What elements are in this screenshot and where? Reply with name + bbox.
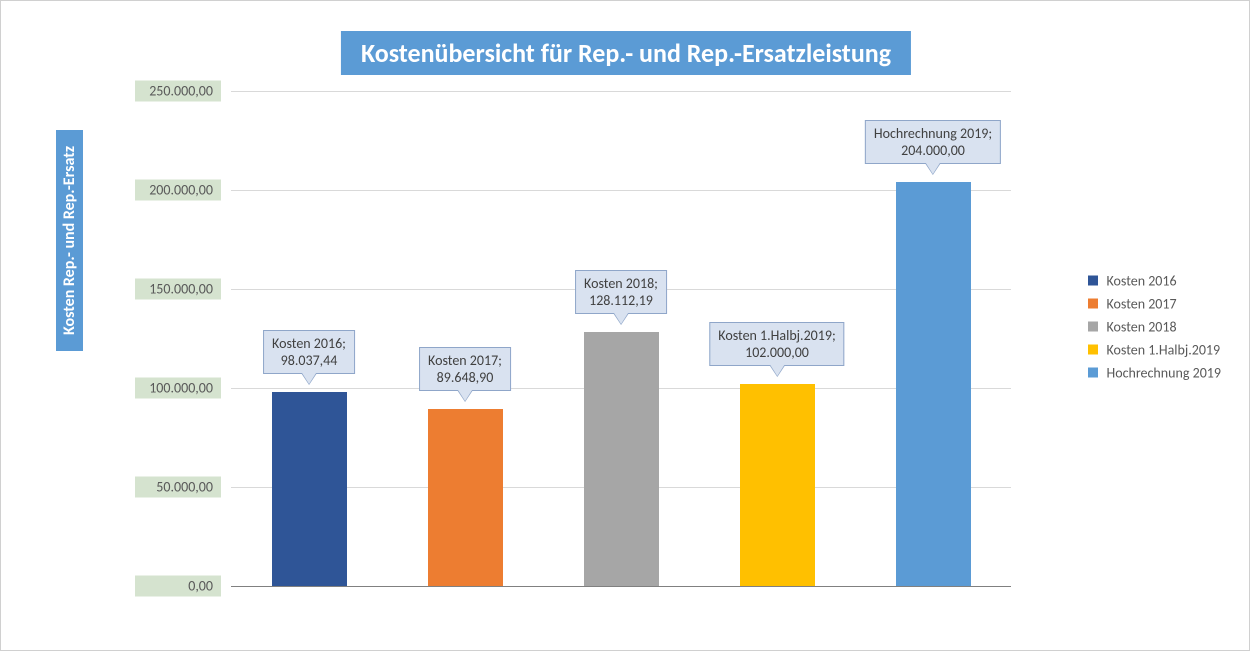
data-callout: Kosten 2018;128.112,19 — [575, 270, 667, 314]
ytick-label: 50.000,00 — [135, 477, 221, 498]
legend: Kosten 2016 Kosten 2017 Kosten 2018 Kosten … — [1088, 266, 1221, 387]
legend-label: Kosten 2016 — [1106, 272, 1176, 289]
bar-4 — [896, 182, 971, 586]
plot-area: 0,0050.000,00100.000,00150.000,00200.000… — [231, 91, 1011, 586]
callout-series-name: Kosten 1.Halbj.2019; — [718, 327, 835, 344]
ytick-label: 200.000,00 — [135, 180, 221, 201]
legend-item: Kosten 2017 — [1088, 295, 1221, 312]
callout-value: 98.037,44 — [272, 352, 346, 369]
callout-value: 204.000,00 — [874, 142, 992, 159]
legend-item: Kosten 1.Halbj.2019 — [1088, 341, 1221, 358]
data-callout: Kosten 2016;98.037,44 — [263, 330, 355, 374]
callout-series-name: Hochrechnung 2019; — [874, 125, 992, 142]
legend-swatch — [1088, 345, 1098, 355]
ytick-label: 150.000,00 — [135, 279, 221, 300]
legend-label: Kosten 2018 — [1106, 318, 1176, 335]
ytick-label: 250.000,00 — [135, 81, 221, 102]
legend-swatch — [1088, 299, 1098, 309]
legend-label: Hochrechnung 2019 — [1106, 364, 1221, 381]
legend-label: Kosten 1.Halbj.2019 — [1106, 341, 1220, 358]
gridline — [231, 586, 1011, 587]
legend-swatch — [1088, 276, 1098, 286]
legend-label: Kosten 2017 — [1106, 295, 1176, 312]
data-callout: Kosten 2017;89.648,90 — [419, 347, 511, 391]
callout-series-name: Kosten 2018; — [584, 275, 658, 292]
legend-item: Hochrechnung 2019 — [1088, 364, 1221, 381]
chart-title: Kostenübersicht für Rep.- und Rep.-Ersat… — [341, 31, 911, 75]
chart-container: Kostenübersicht für Rep.- und Rep.-Ersat… — [11, 11, 1241, 642]
gridline — [231, 91, 1011, 92]
callout-series-name: Kosten 2016; — [272, 335, 346, 352]
callout-value: 102.000,00 — [718, 344, 835, 361]
gridline — [231, 190, 1011, 191]
bar-1 — [428, 409, 503, 587]
ytick-label: 0,00 — [135, 576, 221, 597]
callout-series-name: Kosten 2017; — [428, 352, 502, 369]
bar-2 — [584, 332, 659, 586]
yaxis-label: Kosten Rep.- und Rep.-Ersatz — [56, 130, 83, 351]
legend-item: Kosten 2016 — [1088, 272, 1221, 289]
data-callout: Kosten 1.Halbj.2019;102.000,00 — [709, 322, 844, 366]
legend-item: Kosten 2018 — [1088, 318, 1221, 335]
callout-value: 128.112,19 — [584, 292, 658, 309]
bar-0 — [272, 392, 347, 586]
bar-3 — [740, 384, 815, 586]
data-callout: Hochrechnung 2019;204.000,00 — [865, 120, 1001, 164]
legend-swatch — [1088, 322, 1098, 332]
callout-value: 89.648,90 — [428, 369, 502, 386]
legend-swatch — [1088, 368, 1098, 378]
ytick-label: 100.000,00 — [135, 378, 221, 399]
